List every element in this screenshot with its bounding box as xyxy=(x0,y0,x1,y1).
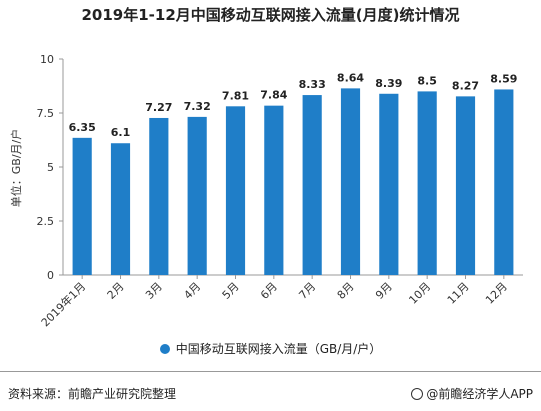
data-label: 7.32 xyxy=(184,100,211,113)
y-tick-label: 7.5 xyxy=(37,107,55,120)
bar xyxy=(302,95,322,276)
bar xyxy=(340,88,361,275)
bar xyxy=(149,117,169,275)
x-tick-label: 4月 xyxy=(181,280,203,302)
bars xyxy=(72,88,514,276)
bar-chart: 0 2.5 5 7.5 10 2019年1月 2月 3月 4月 5月 6月 7月 8月 9月 10月 11月… xyxy=(9,53,523,329)
source-note: 资料来源：前瞻产业研究院整理 xyxy=(8,387,177,401)
data-label: 7.27 xyxy=(145,101,172,114)
legend-label: 中国移动互联网接入流量（GB/月/户） xyxy=(175,342,382,356)
x-tick-label: 2019年1月 xyxy=(38,279,88,329)
y-tick-label: 10 xyxy=(40,53,54,66)
data-label: 8.59 xyxy=(490,72,517,85)
data-label: 6.35 xyxy=(69,121,96,134)
bar xyxy=(379,93,399,275)
value-labels: 6.35 6.1 7.27 7.32 7.81 7.84 8.33 8.64 8.39 8.5 8.… xyxy=(69,71,518,139)
data-label: 7.81 xyxy=(222,89,249,102)
x-axis: 2019年1月 2月 3月 4月 5月 6月 7月 8月 9月 10月 11月 12月 xyxy=(38,274,523,329)
y-axis-title: 单位：GB/月/户 xyxy=(9,129,23,207)
bar xyxy=(72,137,92,275)
brand-text: @前瞻经济学人APP xyxy=(426,387,533,401)
legend-swatch xyxy=(159,344,170,354)
x-tick-label: 7月 xyxy=(296,280,318,302)
x-tick-label: 12月 xyxy=(483,280,510,307)
brand-note: @前瞻经济学人APP xyxy=(411,385,533,402)
chart-title: 2019年1-12月中国移动互联网接入流量(月度)统计情况 xyxy=(81,6,460,24)
bar xyxy=(494,89,514,276)
x-tick-label: 9月 xyxy=(373,280,395,302)
x-tick-label: 3月 xyxy=(143,280,165,302)
y-tick-label: 5 xyxy=(47,161,54,174)
x-tick-label: 10月 xyxy=(406,280,433,307)
data-label: 8.39 xyxy=(375,77,402,90)
x-tick-label: 11月 xyxy=(445,280,472,307)
bar xyxy=(187,116,207,275)
bar xyxy=(225,106,246,275)
y-axis: 0 2.5 5 7.5 10 xyxy=(37,53,64,282)
x-tick-label: 2月 xyxy=(105,280,127,302)
bar xyxy=(455,96,476,275)
footer-divider xyxy=(0,371,541,372)
x-tick-label: 8月 xyxy=(335,280,357,302)
data-label: 7.84 xyxy=(260,89,287,102)
data-label: 8.64 xyxy=(337,71,364,84)
y-tick-label: 2.5 xyxy=(37,215,55,228)
data-label: 8.27 xyxy=(452,79,479,92)
legend: 中国移动互联网接入流量（GB/月/户） xyxy=(0,340,541,357)
y-tick-label: 0 xyxy=(47,269,54,282)
data-label: 8.33 xyxy=(299,78,326,91)
x-tick-label: 5月 xyxy=(220,280,242,302)
data-label: 8.5 xyxy=(417,74,437,87)
brand-logo-icon xyxy=(411,388,424,400)
x-tick-label: 6月 xyxy=(258,280,280,302)
data-label: 6.1 xyxy=(111,126,131,139)
bar xyxy=(417,91,437,276)
bar xyxy=(264,105,284,275)
bar xyxy=(110,143,131,275)
